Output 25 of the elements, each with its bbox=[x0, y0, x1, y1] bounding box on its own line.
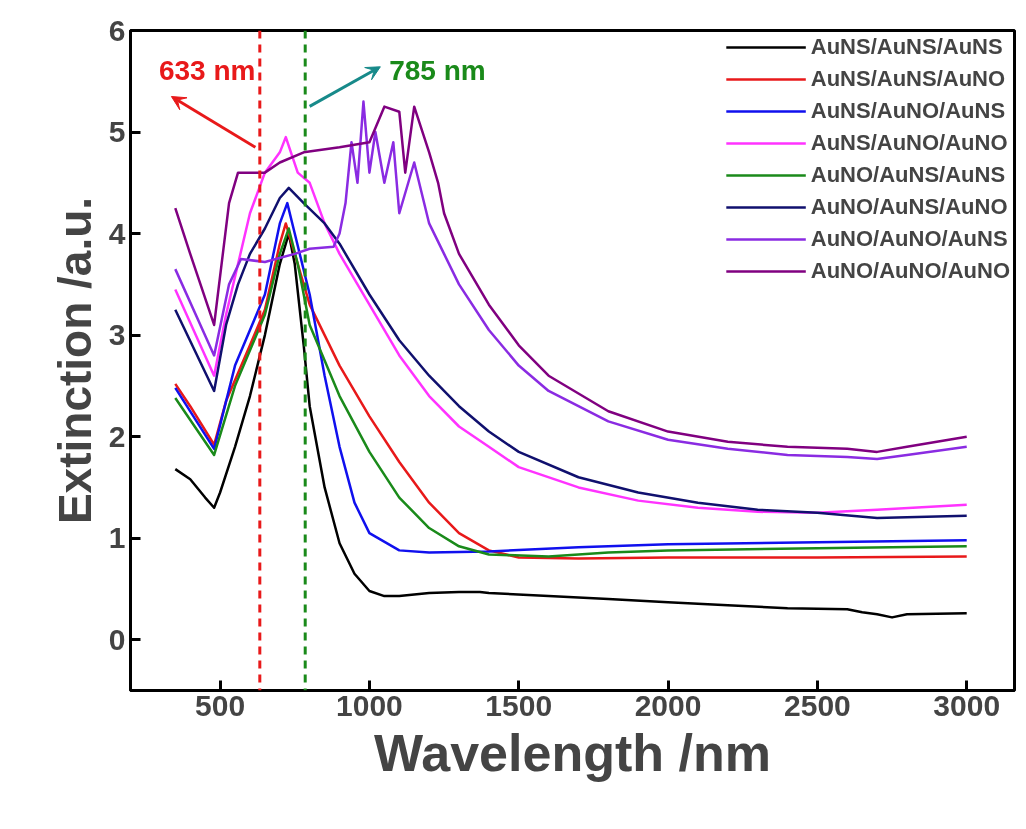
x-tick-label: 2500 bbox=[784, 688, 851, 722]
x-axis-title: Wavelength /nm bbox=[374, 723, 771, 782]
y-tick-label: 1 bbox=[108, 521, 126, 555]
y-axis-title: Extinction /a.u. bbox=[48, 196, 101, 525]
legend-label: AuNO/AuNS/AuNO bbox=[810, 194, 1008, 220]
ref-line-label: 633 nm bbox=[158, 54, 256, 86]
legend-label: AuNO/AuNO/AuNO bbox=[810, 258, 1010, 284]
legend-label: AuNO/AuNS/AuNS bbox=[810, 162, 1006, 188]
y-tick-label: 4 bbox=[108, 216, 126, 250]
x-tick-label: 3000 bbox=[933, 688, 1001, 722]
legend-label: AuNS/AuNO/AuNS bbox=[810, 98, 1006, 124]
x-tick-label: 2000 bbox=[634, 688, 702, 722]
y-tick-label: 0 bbox=[108, 622, 126, 656]
x-tick-label: 500 bbox=[195, 688, 246, 722]
ref-line-label: 785 nm bbox=[389, 54, 486, 86]
y-tick-label: 5 bbox=[108, 115, 126, 149]
x-tick-label: 1000 bbox=[336, 688, 403, 722]
y-tick-label: 6 bbox=[108, 13, 126, 47]
legend-label: AuNS/AuNS/AuNO bbox=[810, 66, 1006, 92]
y-tick-label: 2 bbox=[108, 419, 126, 453]
legend-label: AuNO/AuNO/AuNS bbox=[810, 226, 1008, 252]
legend-label: AuNS/AuNS/AuNS bbox=[810, 34, 1003, 60]
legend-label: AuNS/AuNO/AuNO bbox=[810, 130, 1008, 156]
x-tick-label: 1500 bbox=[485, 688, 553, 722]
y-tick-label: 3 bbox=[108, 318, 126, 352]
